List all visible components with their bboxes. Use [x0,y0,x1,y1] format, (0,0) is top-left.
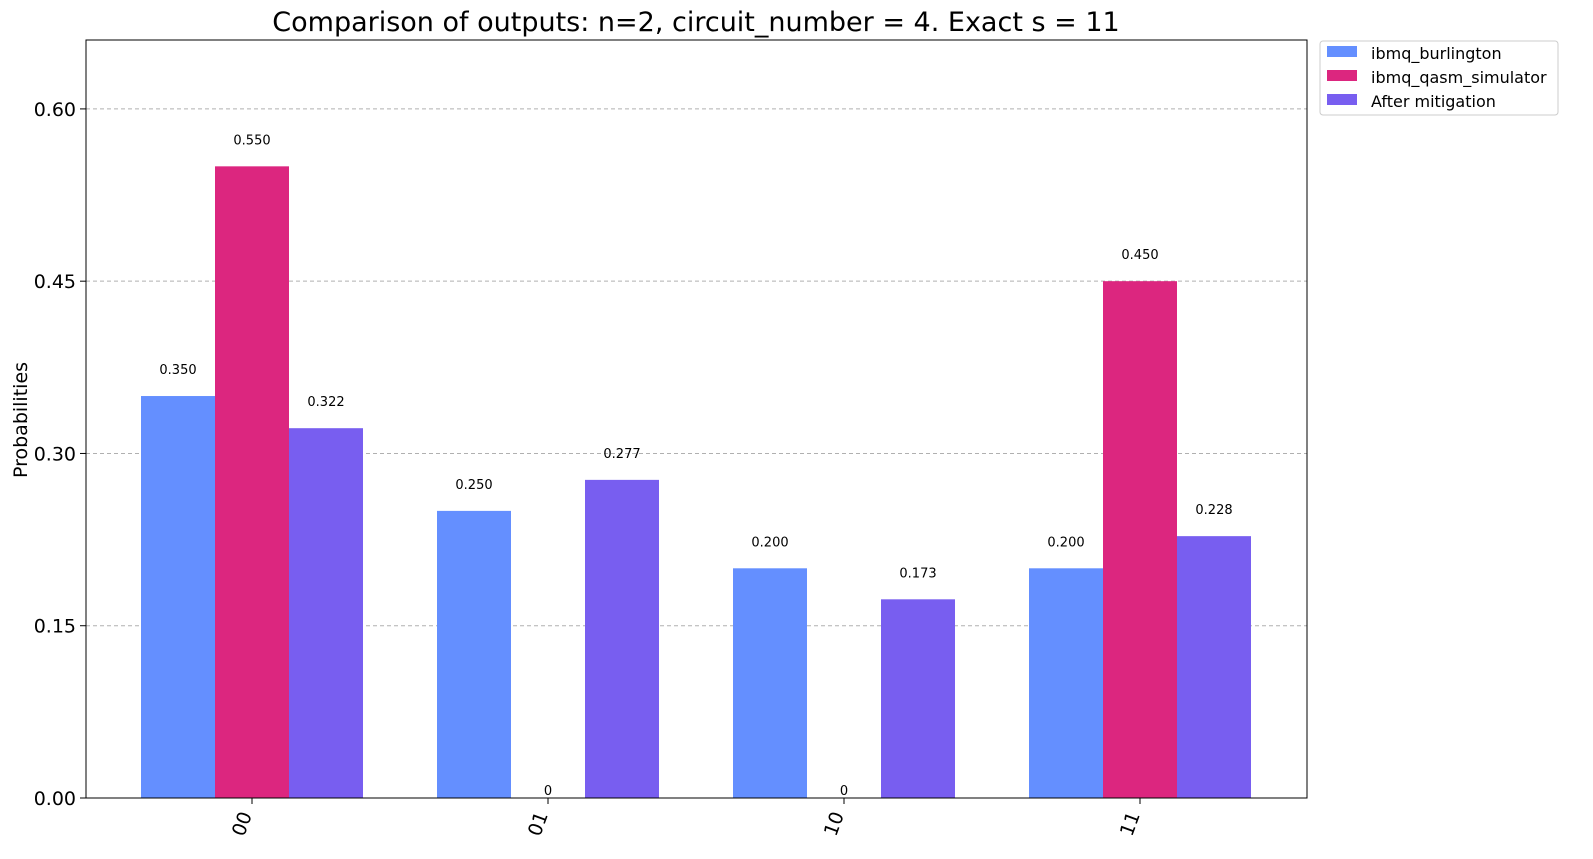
legend-label: After mitigation [1371,92,1496,111]
bar [1103,281,1177,798]
data-label: 0.200 [1047,535,1084,550]
data-label: 0.173 [899,566,936,581]
bar [215,166,289,799]
plot-frame [85,39,1308,799]
data-label: 0 [544,784,552,799]
data-labels: 0.350 0.250 0.200 0.200 0.550 0 0 0.450 0.322 0.2… [159,133,1232,799]
data-label: 0.322 [307,395,344,410]
bar [1029,568,1103,798]
legend-label: ibmq_qasm_simulator [1371,68,1547,88]
bar [585,479,659,798]
y-tick-label: 0.45 [34,271,76,293]
data-label: 0.450 [1121,248,1158,263]
legend: ibmq_burlington ibmq_qasm_simulator After … [1319,40,1559,116]
x-tick-label: 10 [820,809,849,839]
data-label: 0.250 [455,478,492,493]
bars [141,166,1251,799]
x-tick-label: 11 [1116,809,1145,839]
bar [141,396,215,798]
legend-swatch [1327,46,1357,57]
y-axis-label: Probabilities [10,362,32,478]
legend-box [1319,40,1559,116]
y-tick-label: 0.60 [34,99,76,121]
bar [289,428,363,798]
chart-title: Comparison of outputs: n=2, circuit_numb… [272,7,1119,38]
bar [733,568,807,798]
data-label: 0.550 [233,133,270,148]
data-label: 0.228 [1195,503,1232,518]
x-tick-label: 01 [524,809,553,839]
y-tick-label: 0.00 [34,788,76,810]
bar [1177,536,1251,798]
bar [437,510,511,798]
data-label: 0.350 [159,363,196,378]
y-tick-label: 0.15 [34,616,76,638]
x-tick-label: 00 [228,809,257,839]
bar [881,599,955,798]
legend-label: ibmq_burlington [1371,44,1502,64]
legend-swatch [1327,94,1357,105]
legend-swatch [1327,70,1357,81]
data-label: 0.200 [751,535,788,550]
data-label: 0.277 [603,447,640,462]
data-label: 0 [840,784,848,799]
y-tick-label: 0.30 [34,443,76,465]
